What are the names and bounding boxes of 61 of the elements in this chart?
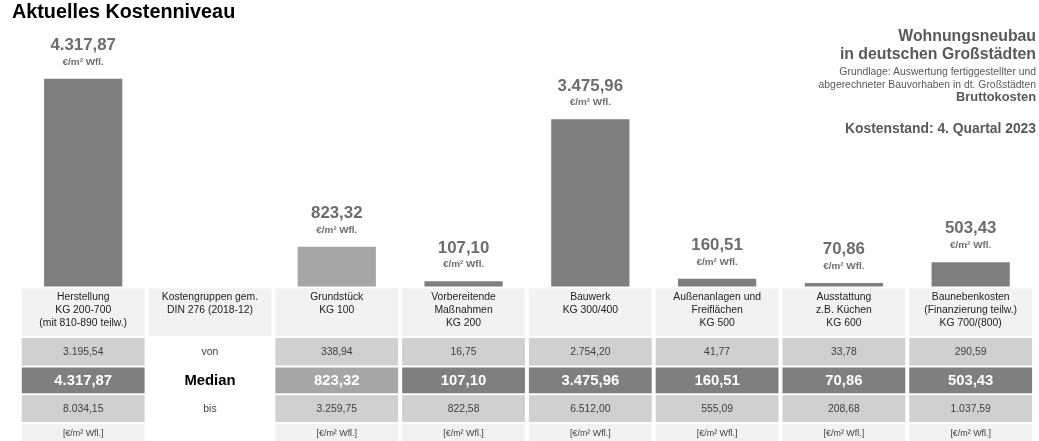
text: 16,75 <box>450 345 477 357</box>
text: [€/m² Wfl.] <box>823 428 865 439</box>
text: 822,58 <box>447 402 480 414</box>
chart-title: Aktuelles Kostenniveau <box>11 0 236 22</box>
text: 107,10 <box>437 237 490 257</box>
bar <box>677 278 757 287</box>
text: 290,59 <box>954 345 987 357</box>
data-label: 823,32 <box>314 372 360 389</box>
text: [€/m² Wfl.] <box>62 428 104 439</box>
text: [€/m² Wfl.] <box>443 428 484 439</box>
text: €/m² Wfl. <box>696 255 738 267</box>
x-tick-label: Baunebenkosten (Finanzierung teilw.) KG 700/(800) <box>924 291 1018 328</box>
data-label: 70,86 <box>825 372 863 389</box>
text: bis <box>203 402 217 414</box>
data-label: 4.317,87 <box>54 372 113 389</box>
bar <box>424 281 503 287</box>
text: [€/m² Wfl.] <box>950 428 991 439</box>
text: 8.034,15 <box>63 402 104 414</box>
text: [€/m² Wfl.] <box>316 428 358 439</box>
text: [€/m² Wfl.] <box>570 428 611 439</box>
annotation: Kostenstand: 4. Quartal 2023 <box>845 119 1037 136</box>
x-tick-label: Vorbereitende Maßnahmen KG 200 <box>431 291 497 328</box>
text: €/m² Wfl. <box>569 96 611 108</box>
text: 160,51 <box>691 234 743 254</box>
data-label: 3.475,96 <box>561 372 620 389</box>
x-tick-label: Bauwerk KG 300/400 <box>562 291 619 316</box>
text: 1.037,59 <box>950 402 992 414</box>
text: 503,43 <box>944 218 997 238</box>
text: [€/m² Wfl.] <box>696 428 738 439</box>
text: 41,77 <box>704 345 731 357</box>
text: 3.475,96 <box>557 75 624 95</box>
data-label: 503,43 <box>947 372 994 389</box>
text: €/m² Wfl. <box>442 258 485 270</box>
text: €/m² Wfl. <box>823 260 865 272</box>
x-tick-label: Herstellung KG 200-700 (mit 810-890 teilw.) <box>39 291 128 328</box>
text: 555,09 <box>701 402 734 414</box>
text: 823,32 <box>311 203 363 223</box>
chart-subtitle: Wohnungsneubau in deutschen Großstädten <box>839 26 1037 62</box>
text: €/m² Wfl. <box>950 239 992 251</box>
annotation: €/m² Wfl. <box>316 223 358 235</box>
annotation: Grundlage: Auswertung fertiggestellter und abgerechneter Bauvorhaben in dt. Großstädten <box>818 66 1037 90</box>
data-label: 160,51 <box>694 372 740 389</box>
x-tick-label: Grundstück KG 100 <box>310 291 365 316</box>
data-label: 107,10 <box>440 372 487 389</box>
text: 6.512,00 <box>570 402 611 414</box>
x-tick-label: Außenanlagen und Freiflächen KG 500 <box>673 291 762 328</box>
bar <box>931 262 1010 287</box>
text: von <box>201 345 219 357</box>
text: Median <box>184 372 236 389</box>
text: 3.259,75 <box>316 402 358 414</box>
x-tick-label: Kostengruppen gem. DIN 276 (2018-12) <box>161 291 259 316</box>
text: 4.317,87 <box>50 35 116 55</box>
annotation: Bruttokosten <box>956 89 1037 105</box>
text: 3.195,54 <box>63 345 104 357</box>
text: 208,68 <box>828 402 860 414</box>
x-tick-label: Ausstattung z.B. Küchen KG 600 <box>815 291 873 328</box>
text: 70,86 <box>822 239 865 259</box>
text: €/m² Wfl. <box>62 55 104 67</box>
text: 33,78 <box>830 345 858 357</box>
text: 2.754,20 <box>570 345 611 357</box>
text: 338,94 <box>320 345 353 357</box>
